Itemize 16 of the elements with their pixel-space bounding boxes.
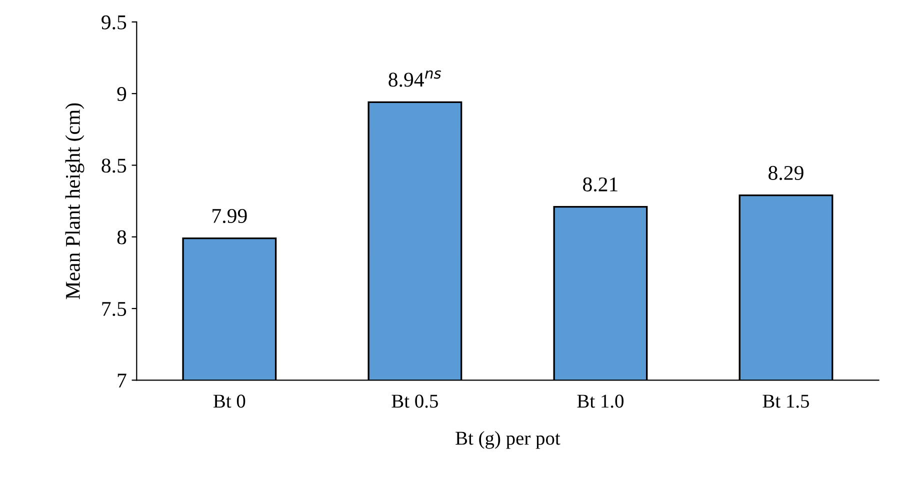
x-tick-label: Bt 0.5 [392,394,438,408]
y-tick-label: 9.5 [102,15,126,30]
y-axis-title: Mean Plant height (cm) [65,103,84,300]
data-label: 8.94$^{ns}$ [388,70,442,87]
y-tick-label: 9 [117,87,126,102]
y-tick-label: 7.5 [102,302,126,316]
data-label: 8.21 [583,177,618,192]
data-label: 7.99 [212,208,247,224]
x-axis-title: Bt (g) per pot [456,431,560,449]
x-tick-label: Bt 1.5 [762,394,809,408]
y-tick-label: 8.5 [102,158,126,173]
x-tick-label: Bt 1.0 [577,394,624,408]
x-tick-label: Bt 0 [214,394,246,408]
y-tick-label: 7 [118,374,126,388]
y-tick-label: 8 [117,230,126,244]
data-label: 8.29 [768,166,804,180]
